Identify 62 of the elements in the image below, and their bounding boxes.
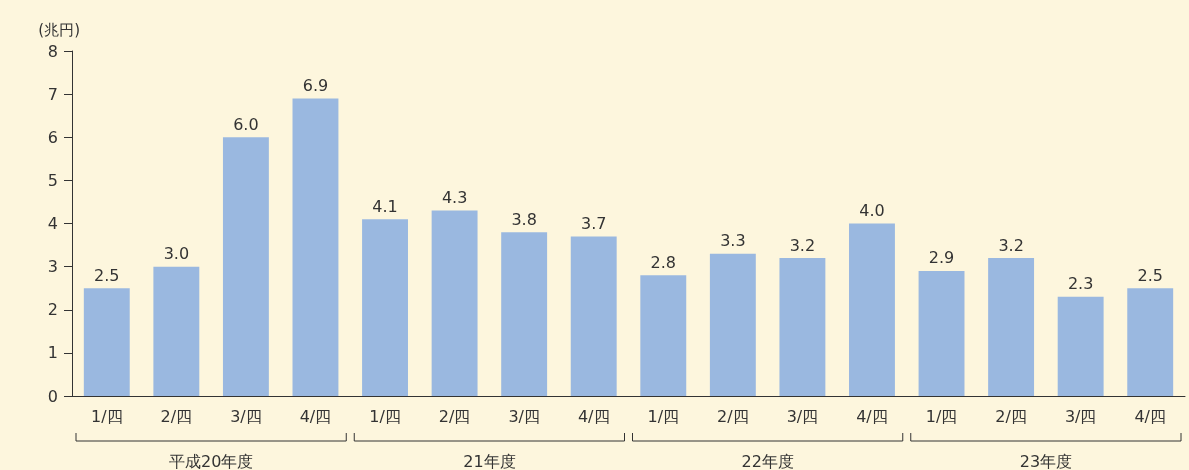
x-tick-label: 3/四 (230, 406, 262, 426)
bar (709, 253, 756, 396)
bar (988, 258, 1035, 396)
data-label: 3.7 (580, 213, 607, 233)
data-label: 2.5 (1137, 265, 1163, 285)
bar (849, 223, 895, 396)
bar (153, 266, 200, 396)
x-tick-label: 1/四 (925, 406, 958, 426)
y-axis-title: (兆円) (38, 20, 80, 39)
y-tick-label: 5 (47, 170, 58, 190)
data-label: 2.8 (650, 252, 677, 272)
bar (501, 232, 548, 396)
data-label: 3.2 (998, 235, 1024, 255)
y-tick-label: 3 (47, 257, 58, 277)
x-tick-label: 2/四 (160, 406, 193, 426)
bar (1127, 288, 1174, 396)
x-tick-label: 4/四 (856, 406, 888, 426)
bar (570, 236, 617, 396)
x-tick-label: 1/四 (90, 406, 123, 426)
data-label: 3.0 (163, 244, 190, 264)
data-label: 4.1 (372, 196, 398, 216)
bar (222, 137, 269, 396)
x-tick-label: 2/四 (995, 406, 1027, 426)
bar (362, 219, 408, 396)
data-label: 3.2 (789, 235, 816, 255)
x-tick-label: 3/四 (786, 406, 819, 426)
data-label: 6.0 (233, 114, 259, 134)
y-tick-label: 6 (47, 127, 58, 147)
data-label: 2.3 (1067, 274, 1094, 294)
text: 22年度 (741, 451, 794, 470)
x-tick-label: 2/四 (438, 406, 471, 426)
data-label: 3.3 (720, 231, 746, 251)
x-tick-label: 2/四 (717, 406, 749, 426)
bar (640, 275, 687, 396)
y-tick-label: 0 (47, 386, 58, 406)
data-label: 2.9 (928, 248, 955, 268)
bar (292, 98, 339, 396)
bar (779, 258, 826, 396)
text: 23年度 (1019, 451, 1073, 470)
x-tick-label: 4/四 (299, 406, 332, 426)
bar (1057, 296, 1104, 396)
y-tick-label: 1 (47, 343, 58, 363)
text: 21年度 (463, 451, 516, 470)
y-tick-label: 7 (47, 84, 58, 104)
data-label: 4.0 (859, 201, 885, 220)
bar (83, 288, 130, 396)
x-tick-label: 3/四 (508, 406, 540, 426)
text: 平成20年度 (168, 451, 254, 470)
x-tick-label: 4/四 (577, 406, 610, 426)
bar (431, 210, 478, 396)
y-tick-label: 8 (47, 41, 58, 61)
bar (918, 270, 965, 396)
x-tick-label: 4/四 (1134, 406, 1167, 426)
x-tick-label: 1/四 (369, 406, 401, 426)
y-tick-label: 2 (47, 300, 58, 320)
data-label: 3.8 (511, 209, 537, 229)
data-label: 4.3 (441, 188, 468, 208)
x-tick-label: 3/四 (1064, 406, 1097, 426)
data-label: 6.9 (302, 75, 329, 95)
data-label: 2.5 (94, 265, 120, 285)
y-tick-label: 4 (47, 214, 58, 233)
x-tick-label: 1/四 (647, 406, 680, 426)
